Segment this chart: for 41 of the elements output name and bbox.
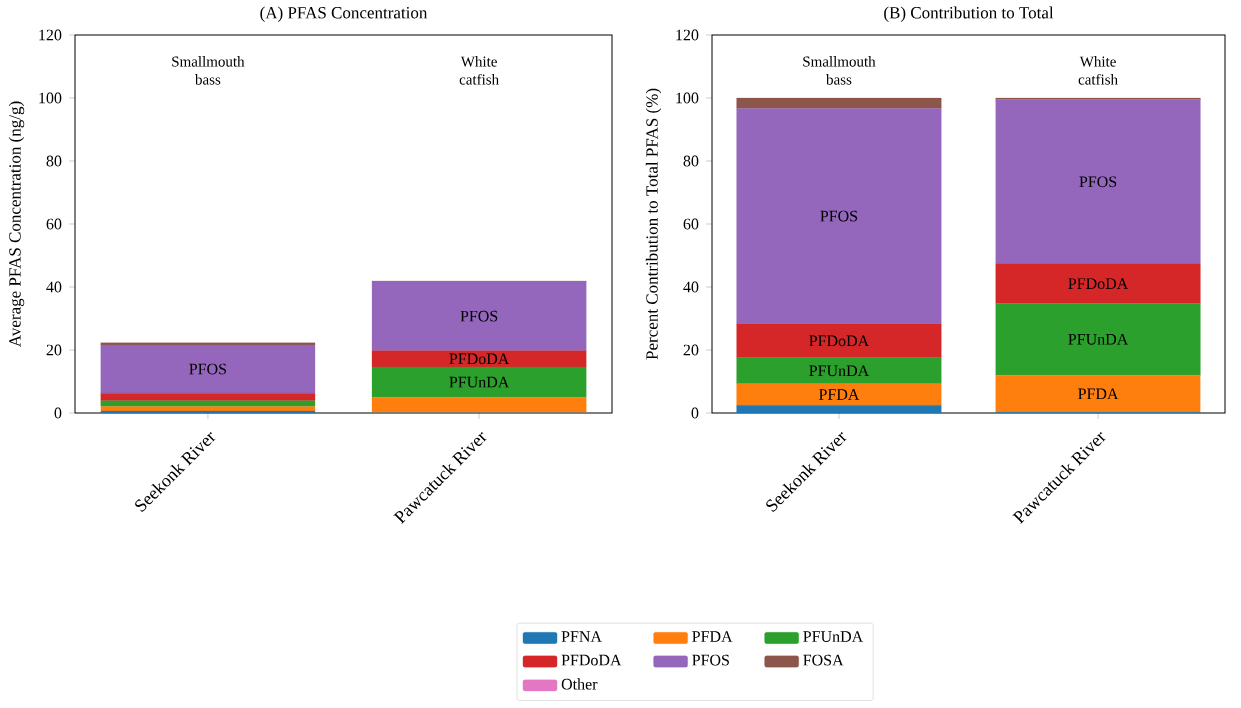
y-tick-label: 40 xyxy=(46,281,62,293)
y-tick-label: 60 xyxy=(683,218,699,230)
y-tick-label: 100 xyxy=(676,92,699,104)
chart-title: (B) Contribution to Total xyxy=(884,6,1054,22)
data-label: PFOS xyxy=(820,210,858,222)
data-label: PFUnDA xyxy=(809,365,870,377)
data-label: PFUnDA xyxy=(449,376,510,388)
y-tick-label: 0 xyxy=(691,407,699,419)
y-tick-label: 120 xyxy=(39,29,62,41)
data-label: PFUnDA xyxy=(1068,333,1129,345)
y-tick-label: 60 xyxy=(46,218,62,230)
legend-label: Other xyxy=(561,678,598,690)
data-label: PFOS xyxy=(189,363,227,375)
legend-label: PFOS xyxy=(692,654,729,666)
y-tick-label: 20 xyxy=(683,344,699,356)
annotation: White catfish xyxy=(459,56,499,85)
legend-label: PFUnDA xyxy=(803,631,864,642)
y-tick-label: 80 xyxy=(46,155,62,167)
data-label: PFDoDA xyxy=(449,353,510,365)
y-axis-title: Percent Contribution to Total PFAS (%) xyxy=(645,88,662,360)
legend-label: PFDoDA xyxy=(561,654,622,666)
y-tick-label: 20 xyxy=(46,344,62,356)
y-tick-label: 120 xyxy=(676,29,699,41)
annotation: White catfish xyxy=(1078,56,1118,85)
y-tick-label: 40 xyxy=(683,281,699,293)
data-label: PFDA xyxy=(1078,388,1119,400)
y-tick-label: 0 xyxy=(54,407,62,419)
y-axis-title: Average PFAS Concentration (ng/g) xyxy=(8,101,25,347)
annotation: Smallmouth bass xyxy=(803,56,876,85)
legend-label: FOSA xyxy=(803,654,844,666)
data-label: PFDoDA xyxy=(809,335,870,347)
annotation: Smallmouth bass xyxy=(172,56,245,85)
data-label: PFDA xyxy=(818,389,860,400)
y-tick-label: 100 xyxy=(39,92,62,104)
legend-label: PFDA xyxy=(692,631,733,642)
data-label: PFOS xyxy=(460,310,498,322)
legend-label: PFNA xyxy=(561,631,602,642)
y-tick-label: 80 xyxy=(683,155,699,167)
data-label: PFDoDA xyxy=(1068,278,1129,290)
data-label: PFOS xyxy=(1079,176,1117,188)
chart-title: (A) PFAS Concentration xyxy=(260,6,428,22)
